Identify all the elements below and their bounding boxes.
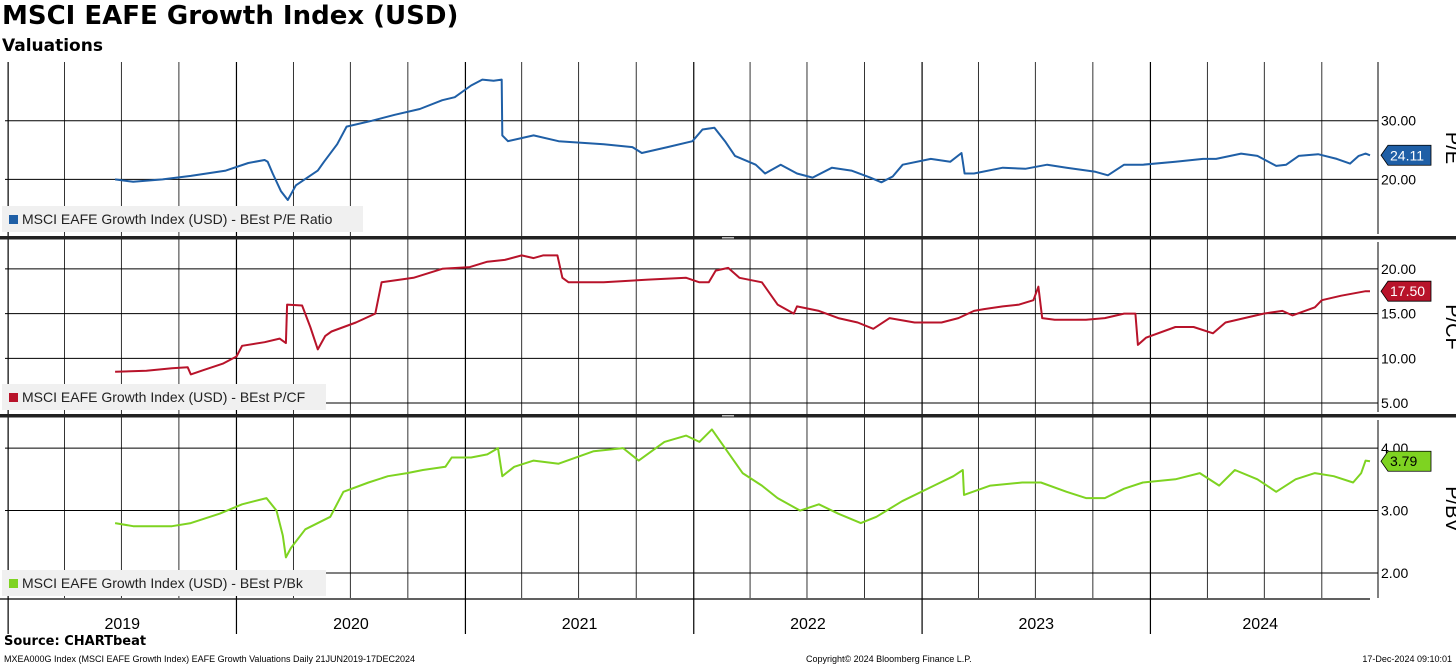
panel-resize-handle[interactable] [722, 237, 734, 239]
source-note: Source: CHARTbeat [4, 634, 147, 649]
legend-box [2, 206, 363, 232]
legend-box [2, 384, 326, 410]
footer-timestamp: 17-Dec-2024 09:10:01 [1362, 654, 1452, 664]
x-tick-label: 2023 [1018, 616, 1054, 633]
chart-subtitle: Valuations [2, 36, 103, 56]
last-value-label: 17.50 [1390, 283, 1425, 299]
y-tick-label: 10.00 [1381, 350, 1416, 366]
series-line [114, 78, 1371, 201]
axis-label: P/BV [1441, 486, 1456, 532]
x-tick-label: 2021 [562, 616, 598, 633]
x-tick-label: 2022 [790, 616, 826, 633]
axis-label: P/E [1441, 132, 1456, 164]
footer-copyright: Copyright© 2024 Bloomberg Finance L.P. [806, 654, 972, 664]
legend-swatch [9, 579, 18, 588]
last-value-tag [1380, 280, 1432, 302]
series-line [115, 254, 1370, 376]
legend-label: MSCI EAFE Growth Index (USD) - BEst P/E … [22, 211, 333, 227]
chart-area: 20.00 30.00 MSCI EAFE Growth Index (USD) -… [0, 62, 1456, 634]
last-value-label: 3.79 [1390, 453, 1417, 469]
legend-swatch [9, 393, 18, 402]
legend-box [2, 570, 326, 596]
last-value-label: 24.11 [1390, 147, 1424, 163]
y-tick-label: 20.00 [1381, 171, 1416, 187]
x-tick-label: 2019 [104, 616, 140, 633]
last-value-tag [1380, 450, 1432, 472]
y-tick-label: 5.00 [1381, 395, 1408, 411]
y-tick-label: 2.00 [1381, 565, 1408, 581]
chart-title: MSCI EAFE Growth Index (USD) [2, 1, 459, 31]
legend-label: MSCI EAFE Growth Index (USD) - BEst P/CF [22, 389, 305, 405]
footer-description: MXEA000G Index (MSCI EAFE Growth Index) … [4, 654, 416, 664]
y-tick-label: 30.00 [1381, 113, 1416, 129]
x-tick-label: 2024 [1242, 616, 1278, 633]
y-tick-label: 20.00 [1381, 261, 1416, 277]
y-tick-label: 3.00 [1381, 503, 1408, 519]
series-line [114, 428, 1371, 559]
x-tick-label: 2020 [333, 616, 369, 633]
last-value-tag [1380, 144, 1432, 166]
legend-swatch [9, 215, 18, 224]
y-tick-label: 15.00 [1381, 306, 1416, 322]
axis-label: P/CF [1441, 304, 1456, 350]
panel-resize-handle[interactable] [722, 415, 734, 417]
legend-label: MSCI EAFE Growth Index (USD) - BEst P/Bk [22, 575, 304, 591]
